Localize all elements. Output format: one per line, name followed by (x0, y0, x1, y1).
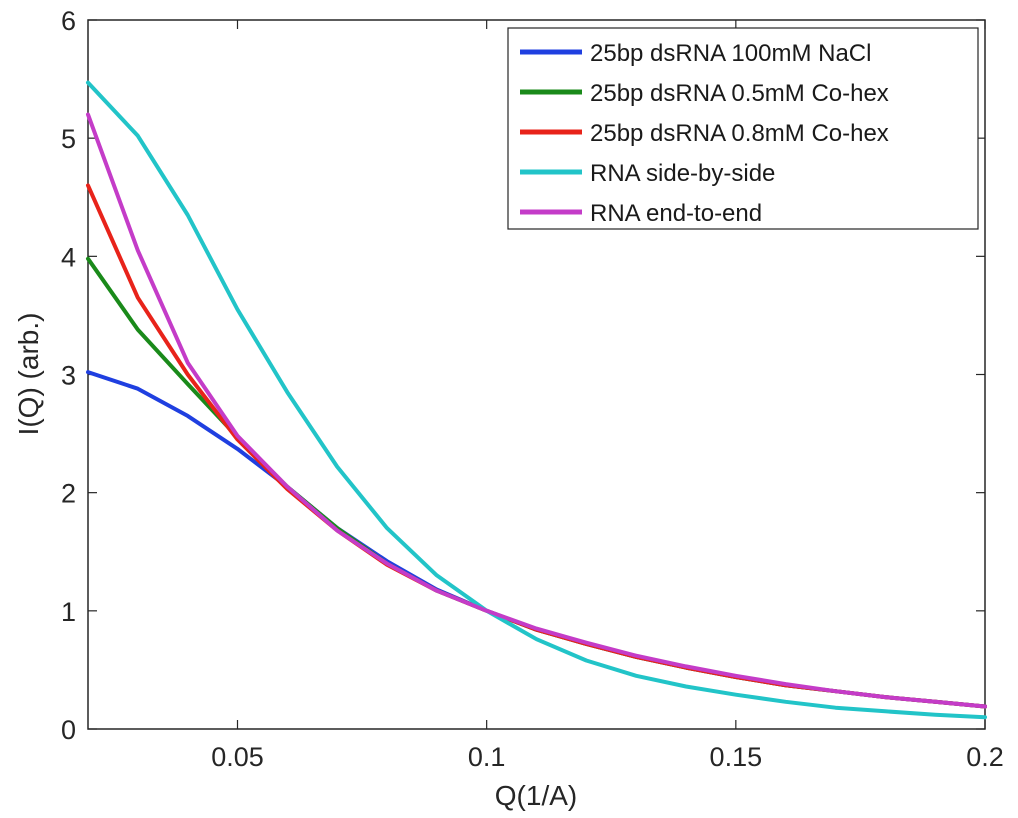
y-tick-label: 4 (61, 242, 76, 272)
x-tick-label: 0.15 (710, 742, 763, 772)
series-lines (86, 80, 987, 720)
legend-box (507, 27, 979, 230)
y-tick-label: 5 (61, 124, 76, 154)
y-tick-label: 0 (61, 715, 76, 745)
legend-label: 25bp dsRNA 100mM NaCl (590, 40, 871, 67)
legend-label: 25bp dsRNA 0.5mM Co-hex (590, 80, 889, 107)
x-tick-label: 0.1 (468, 742, 506, 772)
y-tick-label: 1 (61, 597, 76, 627)
x-tick-label: 0.05 (211, 742, 264, 772)
legend-label: RNA side-by-side (590, 160, 775, 187)
x-axis: 0.05 0.1 0.15 0.2 (211, 20, 1004, 772)
series-line-4 (86, 80, 987, 720)
legend: 25bp dsRNA 100mM NaCl 25bp dsRNA 0.5mM Co… (507, 27, 979, 230)
y-axis: 0 1 2 3 4 5 6 (61, 6, 985, 745)
legend-label: RNA end-to-end (590, 200, 762, 227)
series-line-5 (86, 112, 987, 709)
y-tick-label: 2 (61, 479, 76, 509)
y-tick-label: 3 (61, 361, 76, 391)
x-axis-label: Q(1/A) (495, 780, 577, 811)
x-tick-label: 0.2 (966, 742, 1004, 772)
y-tick-label: 6 (61, 6, 76, 36)
legend-label: 25bp dsRNA 0.8mM Co-hex (590, 120, 889, 147)
y-axis-label: I(Q) (arb.) (13, 313, 44, 436)
